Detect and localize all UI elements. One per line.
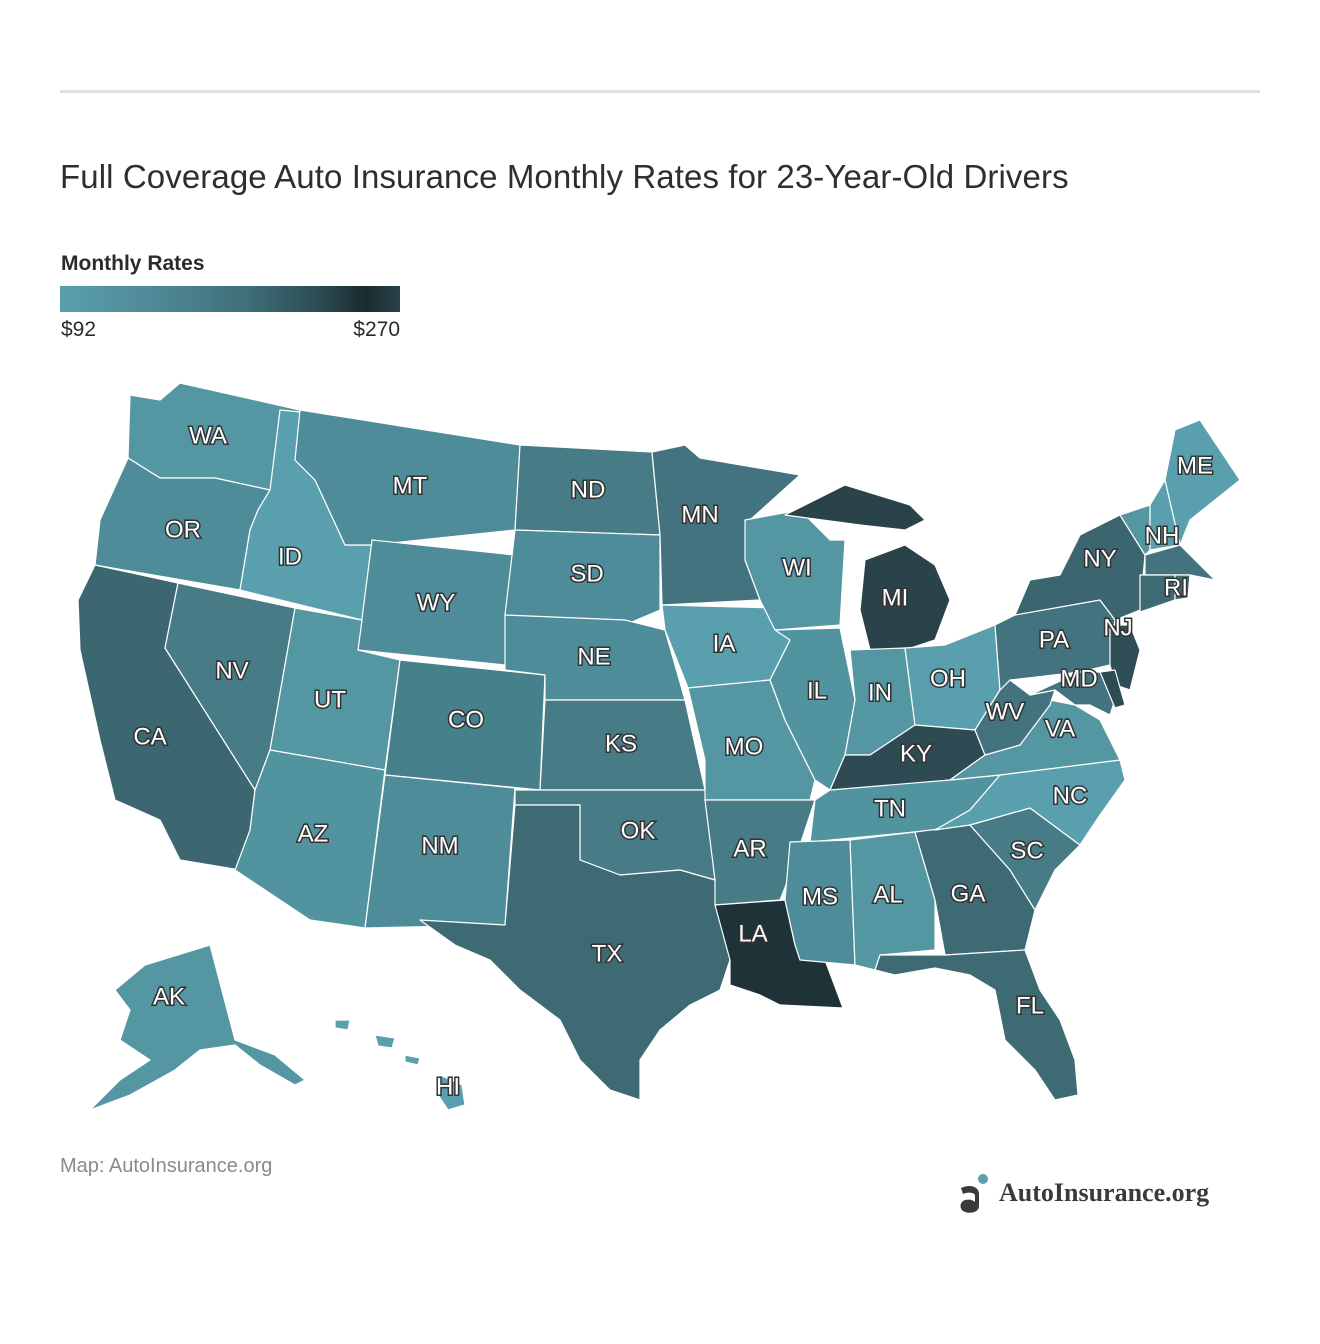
state-label-IA: IA (713, 630, 736, 657)
state-IL[interactable] (769, 627, 856, 791)
state-label-VA: VA (1045, 715, 1075, 742)
state-label-NE: NE (577, 643, 610, 670)
state-NJ[interactable] (1109, 624, 1141, 691)
state-label-ND: ND (571, 476, 606, 503)
state-FL[interactable] (874, 949, 1079, 1101)
state-label-FL: FL (1016, 992, 1044, 1019)
state-label-IN: IN (868, 679, 892, 706)
state-label-OR: OR (165, 516, 201, 543)
state-TX[interactable] (419, 804, 731, 1101)
state-label-LA: LA (738, 920, 767, 947)
state-label-MS: MS (802, 883, 838, 910)
state-label-CO: CO (448, 706, 484, 733)
brand-name: AutoInsurance.org (999, 1178, 1210, 1207)
state-label-TX: TX (592, 940, 623, 967)
state-label-OK: OK (621, 817, 656, 844)
state-label-KS: KS (605, 730, 637, 757)
state-label-NJ: NJ (1103, 614, 1132, 641)
state-label-ID: ID (278, 543, 302, 570)
state-DE[interactable] (1099, 669, 1126, 709)
state-label-AR: AR (733, 835, 766, 862)
state-label-NV: NV (215, 657, 248, 684)
state-NC[interactable] (934, 759, 1126, 846)
state-label-RI: RI (1164, 574, 1188, 601)
state-label-NH: NH (1145, 522, 1180, 549)
state-label-WY: WY (417, 589, 456, 616)
state-SD[interactable] (504, 529, 661, 626)
state-label-SC: SC (1010, 837, 1043, 864)
state-MD[interactable] (1029, 671, 1116, 716)
legend-color-scale (60, 286, 400, 312)
chart-title: Full Coverage Auto Insurance Monthly Rat… (60, 158, 1069, 195)
us-states-map: WA OR CA ID NV MT WY UT AZ CO NM ND SD NE KS OK TX MN IA MO… (77, 382, 1241, 1111)
state-WI[interactable] (744, 509, 846, 631)
state-label-WV: WV (986, 698, 1025, 725)
legend-max-label: $270 (353, 318, 400, 341)
state-label-OH: OH (930, 665, 966, 692)
state-label-MD: MD (1060, 665, 1097, 692)
state-label-NC: NC (1053, 782, 1088, 809)
brand-logo[interactable]: AutoInsurance.org (955, 1170, 1209, 1216)
state-label-NY: NY (1083, 545, 1116, 572)
state-RI[interactable] (1174, 574, 1191, 601)
state-label-AZ: AZ (298, 820, 329, 847)
state-label-WI: WI (782, 554, 811, 581)
state-label-TN: TN (874, 795, 906, 822)
state-label-SD: SD (570, 560, 603, 587)
state-label-KY: KY (900, 740, 932, 767)
state-label-HI: HI (436, 1073, 460, 1100)
legend-title: Monthly Rates (61, 252, 205, 275)
state-label-UT: UT (314, 686, 346, 713)
autoinsurance-logo-icon (960, 1174, 988, 1213)
state-label-MN: MN (681, 501, 718, 528)
state-label-AK: AK (153, 983, 185, 1010)
state-label-MI: MI (882, 584, 909, 611)
map-source-note: Map: AutoInsurance.org (60, 1155, 273, 1177)
state-MI[interactable] (784, 484, 951, 651)
state-label-GA: GA (951, 880, 986, 907)
state-label-MT: MT (393, 472, 428, 499)
state-label-WA: WA (189, 422, 227, 449)
state-label-ME: ME (1177, 452, 1213, 479)
state-AK[interactable] (89, 944, 306, 1111)
state-label-PA: PA (1039, 626, 1069, 653)
state-label-IL: IL (807, 677, 827, 704)
legend-min-label: $92 (61, 318, 97, 341)
state-label-MO: MO (725, 733, 764, 760)
state-label-AL: AL (873, 881, 902, 908)
state-HI[interactable] (334, 1019, 466, 1111)
state-label-NM: NM (421, 832, 458, 859)
top-divider (60, 90, 1260, 93)
state-label-CA: CA (133, 723, 166, 750)
